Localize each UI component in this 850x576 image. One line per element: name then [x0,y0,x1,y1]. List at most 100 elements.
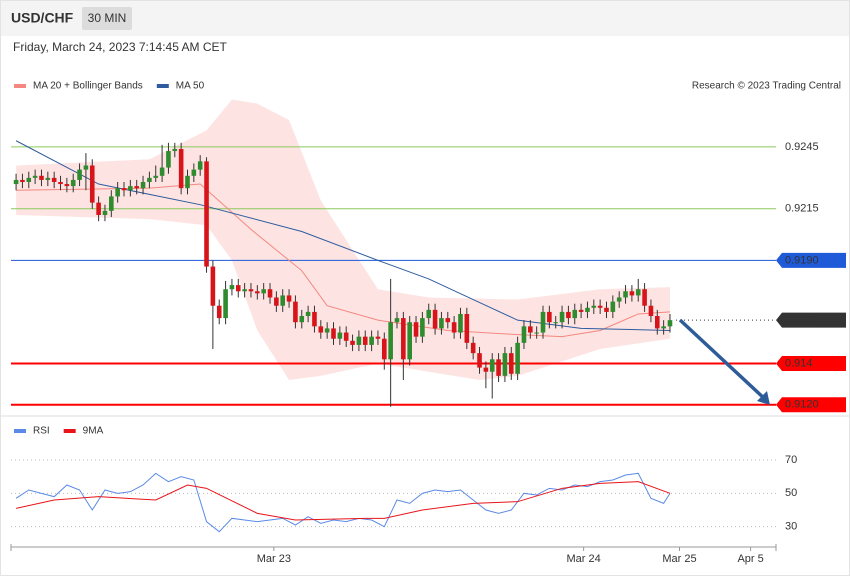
candle-body [350,340,355,345]
level-tag [776,397,846,413]
level-tag [776,312,846,328]
x-tick-label: Apr 5 [737,553,763,565]
candle-body [508,353,514,374]
level-label: 0.9190 [785,254,819,266]
candle-body [445,318,451,323]
candle-body [413,322,419,337]
header-bar [1,1,849,36]
candle-body [223,289,228,319]
level-tag [776,252,846,268]
level-label: 0.9120 [785,399,819,411]
candle-body [109,196,114,211]
candle-body [654,316,660,329]
candle-body [134,186,140,189]
indicator-line [15,472,671,533]
candle-body [64,184,70,187]
candle-body [572,309,578,319]
candle-body [70,179,76,187]
candle-body [451,322,457,333]
candle-body [534,332,539,334]
candle-body [147,177,152,182]
level-label: 0.9161 [785,314,819,326]
indicator-line [15,481,671,521]
interval[interactable]: 30 MIN [88,11,127,25]
candle-body [293,301,298,323]
candle-body [496,359,501,376]
candle-body [178,148,184,189]
candle-body [191,169,197,176]
candle-body [331,328,336,339]
candle-body [140,181,146,189]
candle-body [121,188,127,191]
candle-body [667,320,673,327]
candle-body [597,305,603,308]
credit: Research © 2023 Trading Central [692,81,841,92]
candle-body [172,148,178,152]
candle-body [286,295,292,302]
candle-body [502,353,508,376]
candle-body [159,167,165,176]
legend-swatch [156,84,169,88]
candle-body [89,165,95,203]
candle-body [337,332,343,339]
candle-body [102,210,108,215]
legend-label: RSI [33,426,50,437]
legend-label: 9MA [83,426,104,437]
candle-body [58,181,63,185]
legend-label: MA 50 [176,81,205,92]
level-label: 0.9245 [785,141,819,153]
candle-body [274,297,279,306]
forecast-arrow-head [757,391,770,405]
candle-body [381,338,387,360]
legend-swatch [14,84,26,88]
level-label: 0.9215 [785,203,819,215]
y-tick-label: 70 [785,454,797,466]
candle-body [324,328,330,333]
candle-body [204,161,209,267]
candle-body [648,305,654,317]
candle-body [401,318,406,360]
candle-body [521,326,527,343]
candle-body [375,336,381,339]
candle-body [540,311,546,333]
candle-body [407,322,412,360]
candle-body [197,161,203,170]
legend-label: MA 20 + Bollinger Bands [33,81,143,92]
candle-body [559,311,565,323]
candle-body [642,289,647,306]
candle-body [45,177,51,180]
candle-body [356,336,362,345]
level-label: 0.914 [785,357,813,369]
candle-body [661,326,666,329]
candle-body [489,359,495,372]
candle-body [13,179,19,185]
ma-line [16,183,671,338]
legend-swatch [63,429,76,433]
candle-body [51,177,57,182]
x-tick-label: Mar 24 [567,553,601,565]
candle-body [394,318,400,323]
legend-swatch [14,429,26,433]
symbol: USD/CHF [11,10,74,26]
candle-body [242,289,247,292]
candle-body [96,202,101,215]
candle-body [280,295,286,306]
candle-body [388,322,393,360]
y-tick-label: 30 [785,521,797,533]
candle-body [477,353,482,368]
candle-body [318,326,324,333]
candle-body [553,322,559,324]
candle-body [528,326,533,333]
candle-body [20,179,25,182]
candle-body [26,177,32,182]
candle-body [229,285,235,290]
candle-body [566,311,571,319]
candle-body [128,186,133,191]
candle-body [464,313,470,343]
candle-body [616,297,622,302]
candle-body [115,188,120,197]
candle-body [604,307,609,312]
interval-box[interactable] [82,7,132,30]
